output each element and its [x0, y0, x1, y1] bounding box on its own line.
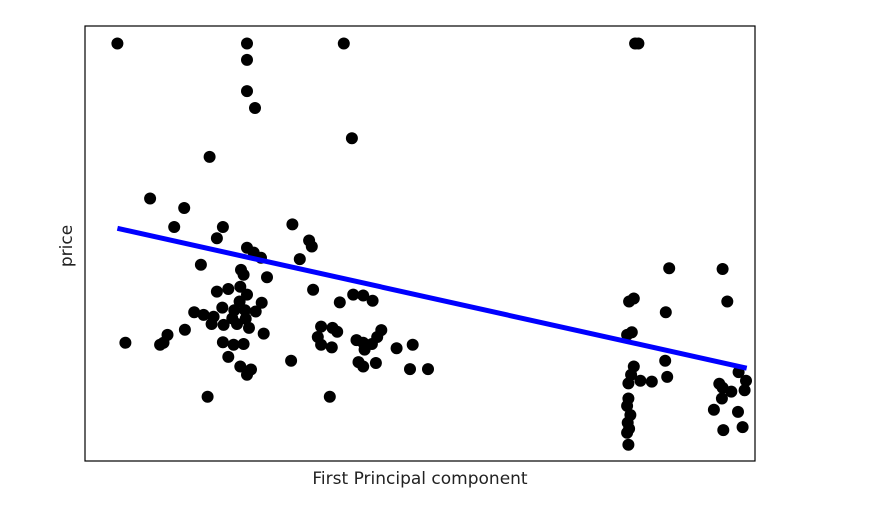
- data-point: [736, 421, 749, 434]
- data-point: [369, 357, 382, 369]
- data-point: [237, 268, 250, 281]
- data-point: [201, 390, 214, 403]
- fit-line-layer: [116, 225, 748, 371]
- data-point: [188, 306, 201, 319]
- data-point: [286, 218, 299, 231]
- data-point: [243, 321, 255, 334]
- data-point: [315, 320, 328, 333]
- data-point: [659, 354, 672, 367]
- data-point: [622, 377, 635, 390]
- data-point: [634, 374, 647, 387]
- data-point: [178, 323, 191, 336]
- data-point: [325, 341, 338, 354]
- y-axis-label: price: [57, 225, 77, 267]
- data-point: [323, 390, 336, 403]
- data-point: [632, 37, 645, 50]
- data-point: [732, 405, 744, 418]
- data-point: [241, 37, 253, 50]
- data-point: [178, 202, 191, 214]
- data-point: [203, 150, 216, 163]
- data-point: [154, 338, 167, 351]
- data-point: [625, 326, 638, 339]
- data-point: [111, 37, 124, 50]
- data-point: [241, 368, 253, 381]
- data-point: [261, 271, 273, 284]
- data-point: [216, 336, 229, 349]
- data-point: [222, 350, 235, 363]
- data-point: [717, 424, 730, 437]
- data-point: [216, 301, 229, 314]
- data-point: [144, 192, 157, 205]
- data-point: [210, 285, 223, 298]
- regression-line: [116, 225, 748, 371]
- data-point: [716, 263, 729, 275]
- data-point: [347, 288, 360, 301]
- points-layer: [111, 37, 752, 451]
- data-point: [721, 295, 734, 308]
- data-point: [227, 338, 240, 351]
- data-point: [661, 370, 674, 383]
- data-point: [406, 338, 419, 351]
- data-point: [237, 338, 250, 350]
- data-point: [241, 85, 253, 98]
- data-point: [307, 283, 320, 296]
- data-point: [305, 240, 318, 253]
- data-point: [249, 102, 261, 114]
- data-point: [234, 280, 247, 293]
- data-point: [119, 336, 132, 349]
- data-point: [357, 360, 370, 373]
- data-point: [621, 426, 634, 439]
- x-axis-label: First Principal component: [312, 469, 528, 489]
- data-point: [375, 324, 388, 337]
- data-point: [659, 306, 672, 319]
- data-point: [740, 374, 752, 387]
- data-point: [210, 232, 223, 245]
- data-point: [216, 221, 229, 233]
- data-point: [365, 338, 378, 350]
- data-point: [621, 399, 634, 412]
- data-point: [663, 262, 676, 275]
- data-point: [255, 296, 268, 309]
- data-point: [241, 53, 253, 66]
- data-point: [357, 289, 370, 302]
- data-point: [249, 305, 262, 318]
- data-point: [390, 342, 403, 355]
- data-point: [285, 354, 298, 367]
- data-point: [168, 221, 181, 233]
- data-point: [233, 295, 246, 308]
- data-point: [645, 375, 658, 388]
- data-point: [239, 304, 251, 317]
- data-point: [622, 438, 635, 451]
- data-point: [205, 318, 218, 330]
- data-point: [234, 360, 247, 373]
- data-point: [231, 318, 243, 330]
- data-point: [194, 258, 207, 271]
- data-point: [197, 308, 210, 321]
- data-point: [239, 312, 252, 325]
- data-point: [293, 253, 306, 266]
- data-point: [345, 132, 358, 145]
- data-point: [366, 294, 379, 307]
- data-point: [738, 384, 751, 397]
- data-point: [404, 363, 416, 376]
- data-point: [715, 392, 728, 405]
- data-point: [422, 363, 434, 376]
- data-point: [333, 296, 346, 309]
- data-point: [315, 338, 328, 351]
- data-point: [337, 37, 350, 50]
- data-point: [623, 295, 636, 308]
- data-point: [331, 325, 344, 338]
- data-point: [257, 327, 270, 340]
- plot-frame: [84, 25, 756, 462]
- data-point: [707, 403, 720, 416]
- data-point: [725, 385, 738, 398]
- data-point: [217, 318, 230, 331]
- data-point: [222, 283, 235, 295]
